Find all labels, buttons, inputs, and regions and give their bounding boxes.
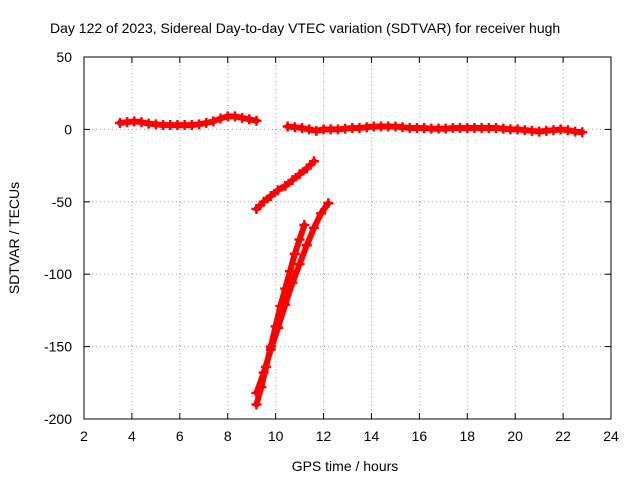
x-tick-label: 22 (555, 428, 571, 444)
data-point (244, 114, 255, 125)
x-tick-label: 20 (507, 428, 523, 444)
series-arc-3 (251, 156, 319, 215)
data-point (265, 191, 276, 202)
data-point (136, 117, 147, 128)
chart-title: Day 122 of 2023, Sidereal Day-to-day VTE… (50, 20, 560, 36)
data-point (296, 122, 307, 133)
data-point (301, 163, 312, 174)
data-point (258, 196, 269, 207)
x-tick-label: 4 (128, 428, 136, 444)
y-tick-label: -50 (52, 194, 72, 210)
x-tick-label: 10 (268, 428, 284, 444)
data-point (251, 399, 262, 410)
x-tick-label: 6 (176, 428, 184, 444)
data-point (316, 208, 327, 219)
y-axis-label: SDTVAR / TECUs (6, 182, 22, 294)
series-arc-5 (251, 198, 334, 398)
x-tick-label: 2 (80, 428, 88, 444)
x-tick-label: 12 (316, 428, 332, 444)
x-tick-label: 24 (603, 428, 619, 444)
data-point (237, 112, 248, 123)
data-point (208, 116, 219, 127)
data-point (308, 156, 319, 167)
grid (84, 57, 611, 419)
data-point (323, 198, 334, 209)
data-point (193, 119, 204, 130)
data-point (562, 125, 573, 136)
data-point (285, 266, 296, 277)
data-point (265, 344, 276, 355)
data-point (251, 204, 262, 215)
data-point (294, 259, 305, 270)
y-tick-label: -150 (44, 339, 72, 355)
data-point (251, 115, 262, 126)
data-point (280, 299, 291, 310)
y-tick-label: 50 (56, 49, 72, 65)
x-tick-label: 18 (459, 428, 475, 444)
data-series (114, 111, 588, 410)
data-point (287, 175, 298, 186)
plot-frame (83, 56, 612, 420)
series-arc-2 (282, 121, 588, 138)
data-point (229, 111, 240, 122)
data-point (273, 185, 284, 196)
data-point (299, 219, 310, 230)
data-point (308, 222, 319, 233)
x-tick-label: 8 (224, 428, 232, 444)
data-point (258, 367, 269, 378)
data-point (577, 127, 588, 138)
y-tick-label: -100 (44, 266, 72, 282)
y-tick-label: 0 (64, 121, 72, 137)
x-tick-label: 14 (364, 428, 380, 444)
data-point (301, 240, 312, 251)
data-point (280, 180, 291, 191)
data-point (304, 124, 315, 135)
data-point (215, 113, 226, 124)
data-point (294, 169, 305, 180)
series-arc-1 (114, 111, 262, 131)
data-point (201, 117, 212, 128)
data-point (273, 322, 284, 333)
data-point (294, 234, 305, 245)
data-point (311, 125, 322, 136)
data-point (289, 248, 300, 259)
x-tick-label: 16 (412, 428, 428, 444)
x-axis-label: GPS time / hours (292, 458, 399, 474)
data-point (251, 387, 262, 398)
data-point (287, 277, 298, 288)
y-tick-label: -200 (44, 411, 72, 427)
